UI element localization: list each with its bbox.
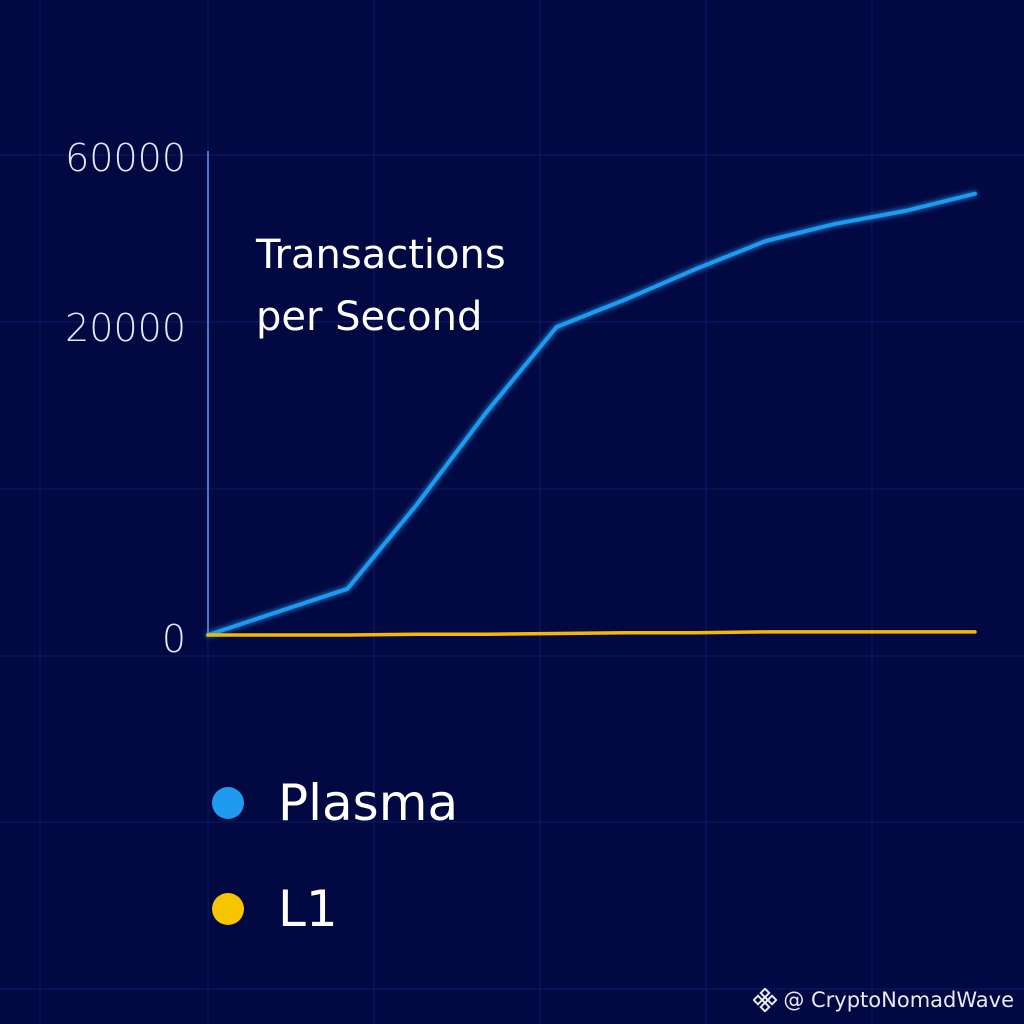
y-tick-label-60000: 60000 (65, 136, 186, 180)
y-axis-label: Transactions per Second (255, 232, 506, 340)
legend-item-l1[interactable]: L1 (212, 874, 712, 944)
y-tick-labels: 60000 20000 0 (65, 136, 186, 661)
legend-label-l1: L1 (278, 880, 338, 938)
series-line-l1 (206, 630, 977, 637)
legend-marker-l1 (212, 893, 244, 925)
legend-label-plasma: Plasma (278, 774, 459, 832)
legend: Plasma L1 (212, 768, 712, 980)
y-tick-label-20000: 20000 (65, 306, 186, 350)
series-lines (206, 191, 977, 637)
y-tick-label-0: 0 (162, 617, 186, 661)
legend-marker-plasma (212, 787, 244, 819)
y-axis-label-line-1: Transactions (255, 232, 506, 278)
legend-item-plasma[interactable]: Plasma (212, 768, 712, 838)
watermark: @ CryptoNomadWave (753, 988, 1014, 1012)
y-axis-label-line-2: per Second (256, 294, 482, 340)
series-line-plasma (206, 191, 977, 637)
watermark-text: @ CryptoNomadWave (783, 988, 1014, 1012)
binance-logo-icon (753, 988, 778, 1012)
